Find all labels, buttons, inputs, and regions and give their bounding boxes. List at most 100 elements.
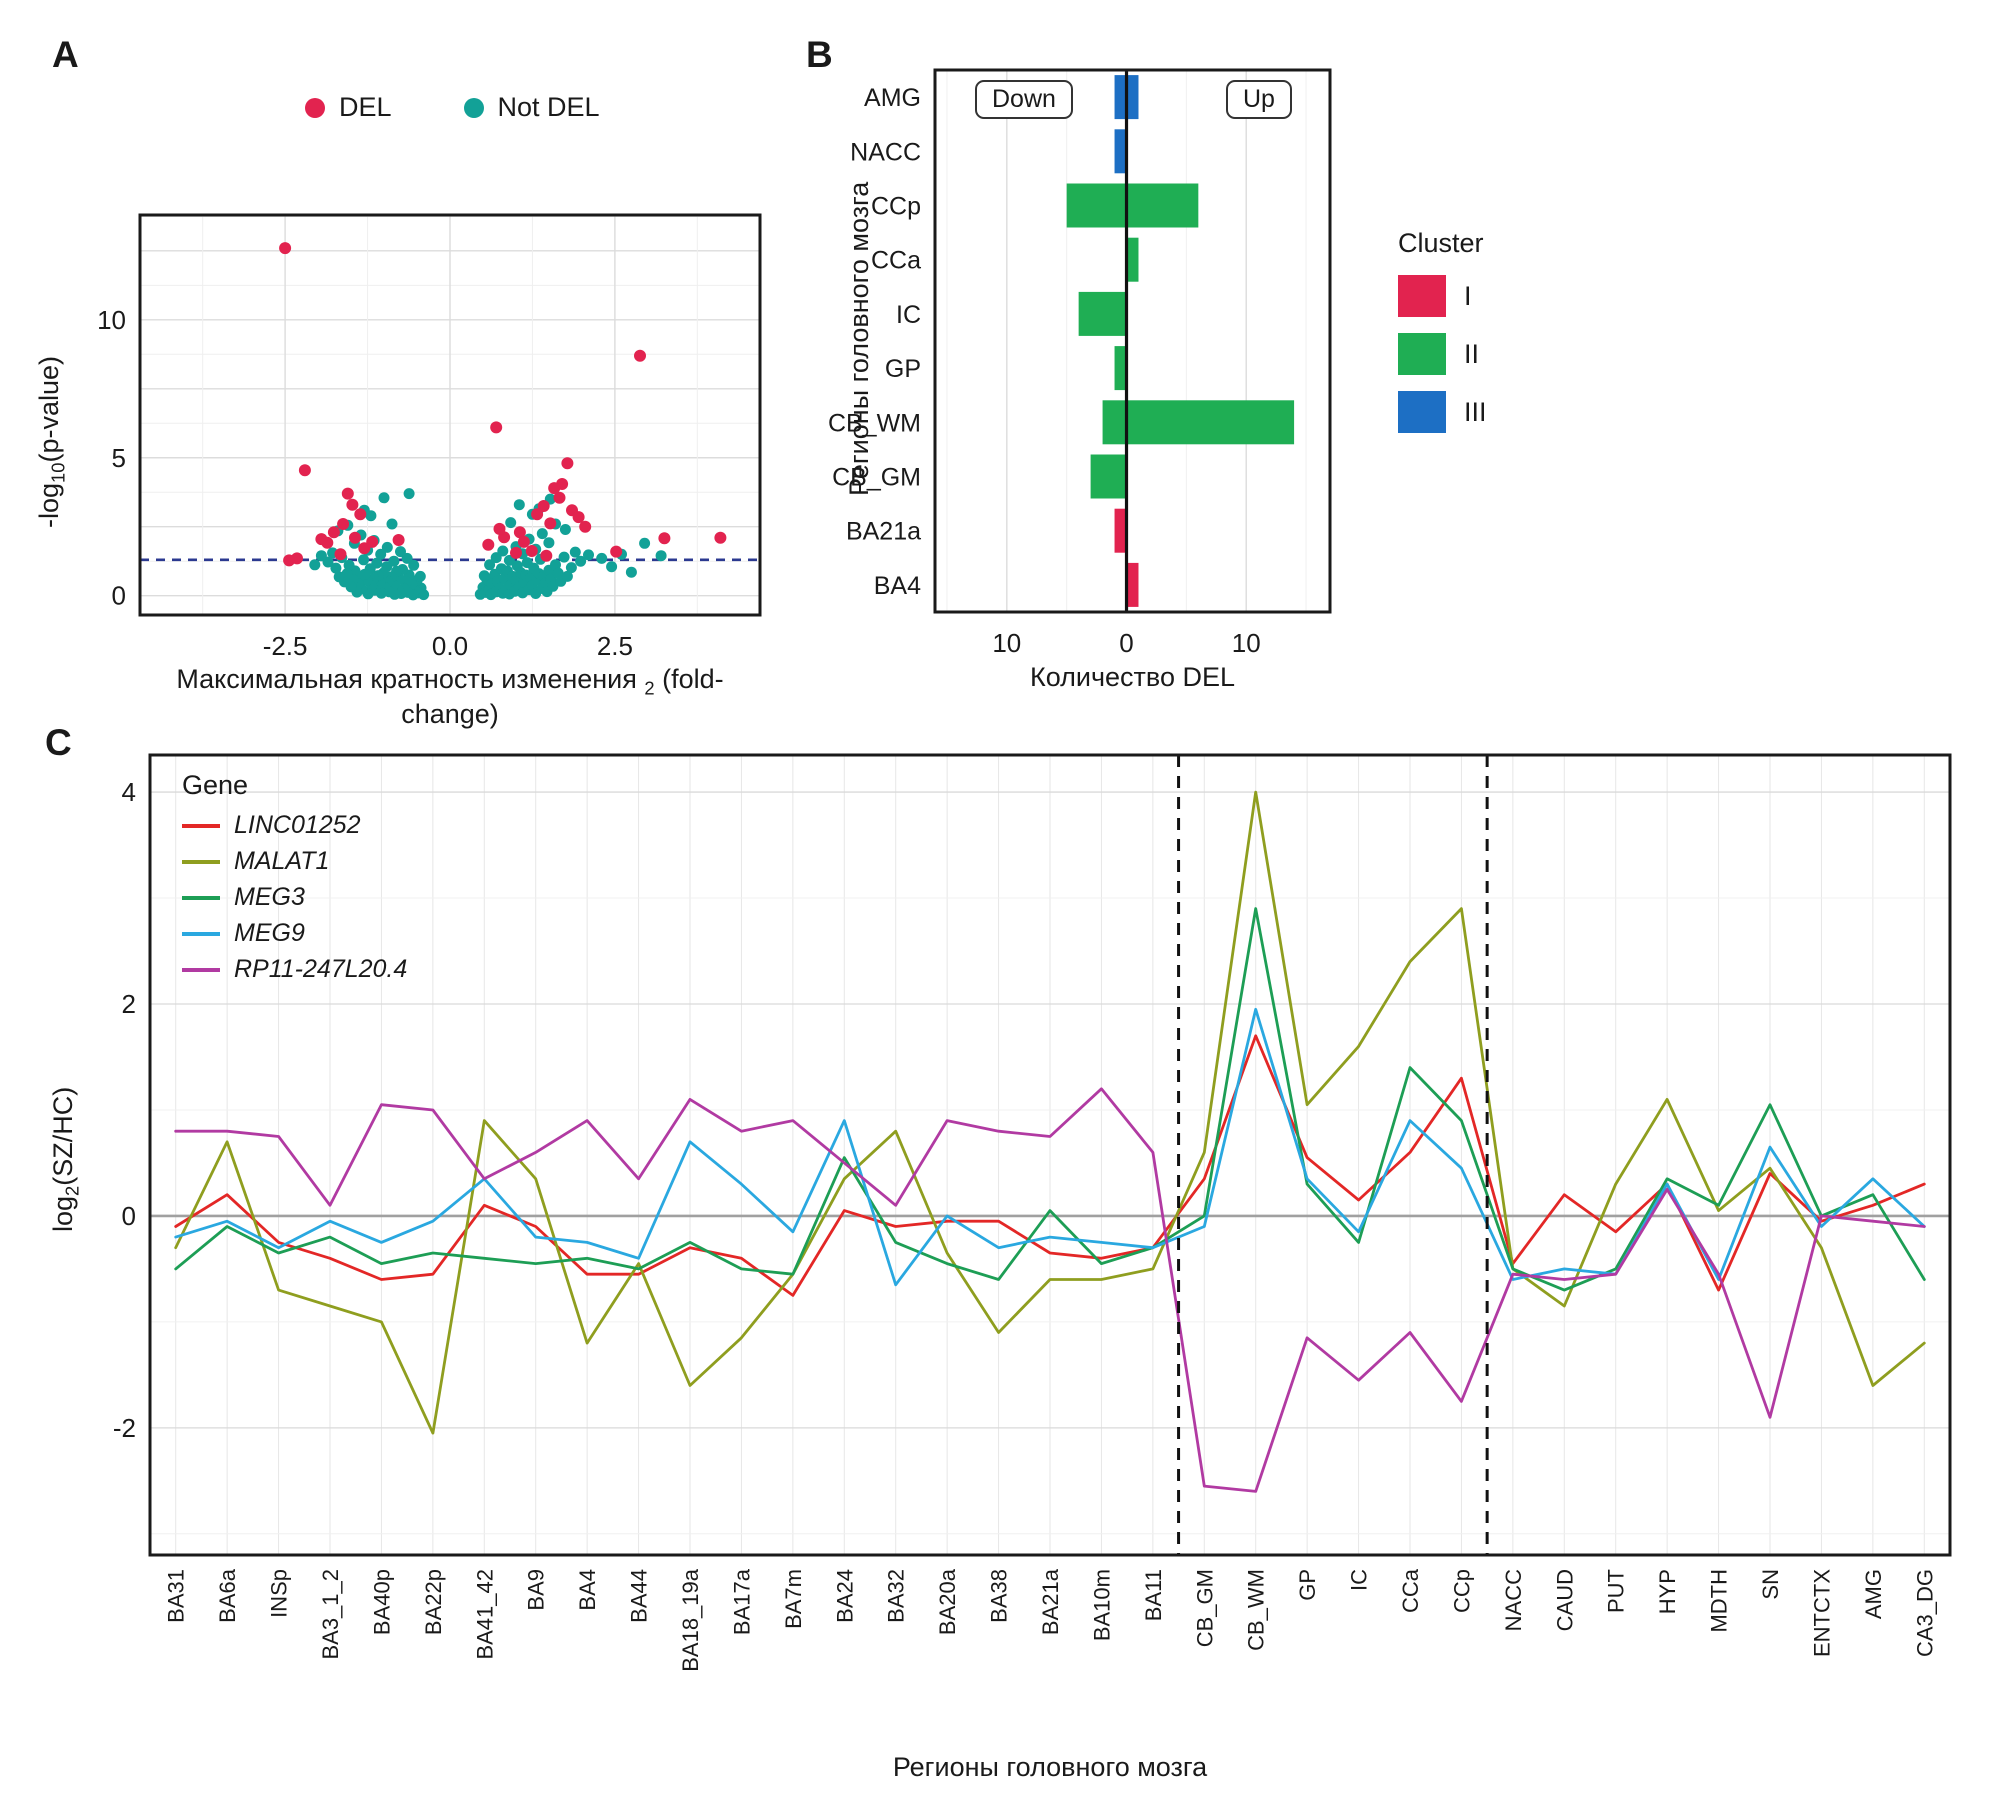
scatter-point-notdel xyxy=(388,555,400,567)
scatter-point-del xyxy=(366,535,379,548)
x-axis-tick-label: INSp xyxy=(267,1569,292,1618)
x-axis-tick-label: -2.5 xyxy=(263,631,308,661)
x-axis-tick-label: BA20a xyxy=(935,1568,960,1635)
x-axis-tick-label: BA44 xyxy=(627,1569,652,1623)
x-axis-tick-label: CCa xyxy=(1398,1568,1423,1613)
gene-legend-item-meg3: MEG3 xyxy=(182,883,407,912)
x-axis-tick-label: MDTH xyxy=(1707,1569,1732,1633)
category-label: CCp xyxy=(871,193,921,221)
gene-expression-line-chart: -2 0 2 4 BA31 BA6a INSp BA3_1_2 BA40p BA22p BA41_4… xyxy=(113,753,1952,1672)
not-del-label: Not DEL xyxy=(497,92,600,122)
scatter-point-del xyxy=(334,548,347,561)
category-label: IC xyxy=(896,301,921,329)
cluster-iii-swatch xyxy=(1398,391,1446,433)
scatter-point-notdel xyxy=(497,545,509,557)
scatter-point-notdel xyxy=(375,548,387,560)
gene-legend-title: Gene xyxy=(182,770,249,800)
legend-item-del: DEL xyxy=(305,92,392,123)
cluster-i-swatch xyxy=(1398,275,1446,317)
meg3-label: MEG3 xyxy=(234,883,305,911)
x-axis-tick-label: BA38 xyxy=(987,1569,1012,1623)
scatter-point-notdel xyxy=(547,580,559,592)
plot-border xyxy=(933,68,1332,614)
malat1-swatch xyxy=(182,859,220,864)
line-RP11-247L20.4 xyxy=(174,1087,1926,1493)
scatter-point-del xyxy=(531,508,544,521)
scatter-point-notdel xyxy=(575,555,587,567)
scatter-point-notdel xyxy=(513,499,525,511)
x-axis-tick-label: BA17a xyxy=(729,1568,754,1635)
scatter-point-del xyxy=(315,533,328,546)
scatter-point-notdel xyxy=(606,561,618,573)
panel-b-label: B xyxy=(806,34,833,75)
panel-a-legend: DEL Not DEL xyxy=(305,92,600,123)
bar-up-CB_WM xyxy=(1126,400,1295,445)
gene-legend-item-linc01252: LINC01252 xyxy=(182,811,407,840)
cluster-legend-item-3: III xyxy=(1398,391,1487,433)
scatter-point-del xyxy=(714,531,727,544)
scatter-point-notdel xyxy=(358,554,370,566)
down-annotation: Down xyxy=(975,80,1073,119)
scatter-point-del xyxy=(341,487,354,500)
del-label: DEL xyxy=(339,92,392,122)
x-axis-tick-label: CA3_DG xyxy=(1912,1569,1937,1657)
x-axis-tick-label: BA31 xyxy=(164,1569,189,1623)
bar-down-BA21a xyxy=(1114,508,1127,553)
del-color-dot xyxy=(305,97,325,118)
scatter-point-del xyxy=(537,500,550,512)
scatter-point-notdel xyxy=(583,549,594,561)
x-axis-tick-label: 0.0 xyxy=(432,631,468,661)
x-axis-tick-label: AMG xyxy=(1861,1569,1886,1619)
gene-legend-item-malat1: MALAT1 xyxy=(182,847,407,876)
c-y-label-sub: 2 xyxy=(61,1185,83,1196)
bar-down-NACC xyxy=(1114,129,1127,174)
cluster-legend-title: Cluster xyxy=(1398,228,1484,258)
x-axis-tick-label: NACC xyxy=(1501,1569,1526,1631)
cluster-i-label: I xyxy=(1464,280,1472,311)
y-label-text-post: (p-value) xyxy=(34,356,64,463)
category-label: NACC xyxy=(850,138,921,166)
scatter-point-del xyxy=(525,545,538,557)
scatter-point-notdel xyxy=(309,559,321,571)
scatter-point-del xyxy=(298,464,311,477)
cluster-legend-item-2: II xyxy=(1398,333,1487,375)
del-count-bar-chart: AMG NACC CCp CCa IC GP CB_WM CB_GM BA21a BA4 10 0 10 xyxy=(828,68,1332,658)
panel-a-y-axis-label: -log10(p-value) xyxy=(34,356,69,528)
bar-up-BA4 xyxy=(1126,562,1139,607)
scatter-point-del xyxy=(540,549,553,562)
scatter-point-del xyxy=(283,554,296,567)
bar-down-CB_WM xyxy=(1102,400,1127,445)
scatter-point-notdel xyxy=(559,524,571,535)
category-label: AMG xyxy=(864,84,921,112)
x-label-sub: 2 xyxy=(644,677,655,699)
scatter-point-del xyxy=(493,522,506,535)
gene-legend-item-rp11: RP11-247L20.4 xyxy=(182,955,407,984)
panel-a-x-axis-label: Максимальная кратность изменения 2 (fold… xyxy=(140,664,760,730)
scatter-point-notdel xyxy=(536,528,548,540)
x-axis-tick-label: 0 xyxy=(1119,628,1133,658)
scatter-point-del xyxy=(392,534,405,546)
linc01252-swatch xyxy=(182,823,220,828)
c-y-label-text: log xyxy=(48,1195,78,1232)
rp11-label: RP11-247L20.4 xyxy=(234,955,408,983)
scatter-point-notdel xyxy=(343,559,355,571)
category-label: CCa xyxy=(871,247,921,275)
x-axis-tick-label: BA6a xyxy=(215,1568,240,1623)
bar-up-CCp xyxy=(1126,183,1199,228)
linc01252-label: LINC01252 xyxy=(234,811,361,839)
gene-legend: Gene LINC01252 MALAT1 MEG3 MEG9 RP11-247… xyxy=(182,770,407,991)
x-axis-tick-label: BA21a xyxy=(1038,1568,1063,1635)
x-axis-tick-label: BA11 xyxy=(1141,1569,1166,1621)
scatter-point-notdel xyxy=(543,537,555,549)
category-label: CB_WM xyxy=(828,409,921,437)
scatter-point-notdel xyxy=(414,570,426,582)
x-axis-tick-label: HYP xyxy=(1655,1569,1680,1614)
bar-down-GP xyxy=(1114,346,1127,391)
y-axis-tick-label: 0 xyxy=(122,1201,136,1231)
y-axis-tick-label: 4 xyxy=(122,777,136,807)
y-axis-tick-label: 10 xyxy=(97,305,126,335)
x-axis-tick-label: ENTCTX xyxy=(1809,1569,1834,1657)
scatter-point-notdel xyxy=(655,550,667,562)
x-axis-tick-label: BA32 xyxy=(884,1569,909,1623)
